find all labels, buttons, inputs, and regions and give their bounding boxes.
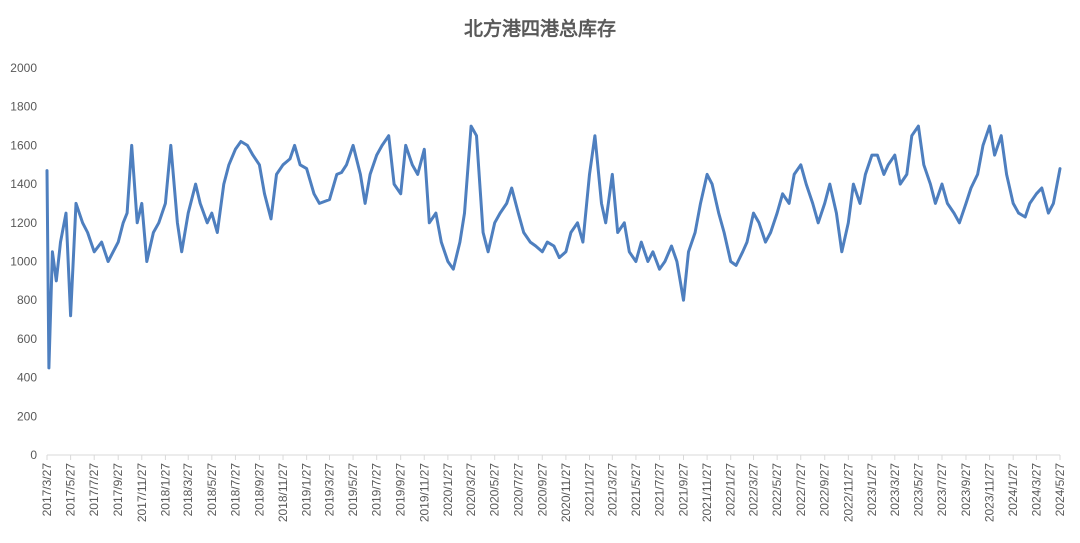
x-tick-label: 2018/7/27 <box>228 463 242 517</box>
x-tick-label: 2022/1/27 <box>724 463 738 517</box>
x-tick-label: 2022/11/27 <box>841 463 855 522</box>
y-tick-label: 1000 <box>10 255 37 269</box>
x-tick-label: 2017/5/27 <box>64 463 78 517</box>
x-tick-label: 2021/9/27 <box>677 463 691 517</box>
x-tick-label: 2021/11/27 <box>700 463 714 522</box>
x-tick-label: 2017/7/27 <box>87 463 101 517</box>
x-tick-label: 2021/7/27 <box>653 463 667 517</box>
x-tick-label: 2021/5/27 <box>629 463 643 517</box>
x-tick-label: 2020/5/27 <box>488 463 502 517</box>
x-tick-label: 2023/9/27 <box>959 463 973 517</box>
x-tick-label: 2019/11/27 <box>417 463 431 522</box>
y-tick-label: 600 <box>17 332 37 346</box>
x-tick-label: 2020/7/27 <box>511 463 525 517</box>
x-tick-label: 2020/1/27 <box>441 463 455 517</box>
y-tick-label: 1600 <box>10 138 37 152</box>
series-line <box>45 124 1062 370</box>
y-tick-label: 2000 <box>10 61 37 75</box>
x-tick-label: 2019/9/27 <box>394 463 408 517</box>
x-tick-label: 2019/3/27 <box>322 463 336 517</box>
x-tick-label: 2020/3/27 <box>464 463 478 517</box>
y-tick-label: 0 <box>30 448 37 462</box>
x-tick-label: 2017/9/27 <box>111 463 125 517</box>
x-tick-label: 2020/11/27 <box>559 463 573 522</box>
x-tick-label: 2018/1/27 <box>158 463 172 517</box>
x-tick-label: 2023/1/27 <box>865 463 879 517</box>
x-tick-label: 2018/11/27 <box>276 463 290 522</box>
x-tick-label: 2017/3/27 <box>40 463 54 517</box>
x-tick-label: 2023/3/27 <box>888 463 902 517</box>
x-tick-label: 2023/5/27 <box>911 463 925 517</box>
x-tick-label: 2024/3/27 <box>1029 463 1043 517</box>
x-tick-label: 2018/3/27 <box>181 463 195 517</box>
x-tick-label: 2024/5/27 <box>1053 463 1067 517</box>
x-tick-label: 2017/11/27 <box>135 463 149 522</box>
x-tick-label: 2022/7/27 <box>794 463 808 517</box>
x-tick-label: 2020/9/27 <box>535 463 549 517</box>
x-tick-label: 2024/1/27 <box>1006 463 1020 517</box>
x-tick-label: 2021/1/27 <box>582 463 596 517</box>
y-tick-label: 400 <box>17 371 37 385</box>
chart-title: 北方港四港总库存 <box>463 18 616 40</box>
x-tick-label: 2019/1/27 <box>300 463 314 517</box>
x-tick-label: 2022/5/27 <box>770 463 784 517</box>
x-tick-label: 2022/9/27 <box>818 463 832 517</box>
x-tick-label: 2023/7/27 <box>935 463 949 517</box>
x-tick-label: 2019/7/27 <box>370 463 384 517</box>
x-tick-label: 2019/5/27 <box>346 463 360 517</box>
y-tick-label: 200 <box>17 409 37 423</box>
x-tick-label: 2018/9/27 <box>252 463 266 517</box>
x-tick-label: 2023/11/27 <box>983 463 997 522</box>
x-tick-label: 2022/3/27 <box>747 463 761 517</box>
y-tick-label: 1200 <box>10 216 37 230</box>
x-tick-label: 2021/3/27 <box>605 463 619 517</box>
x-tick-label: 2018/5/27 <box>205 463 219 517</box>
y-tick-label: 800 <box>17 293 37 307</box>
y-tick-label: 1800 <box>10 100 37 114</box>
y-tick-label: 1400 <box>10 177 37 191</box>
